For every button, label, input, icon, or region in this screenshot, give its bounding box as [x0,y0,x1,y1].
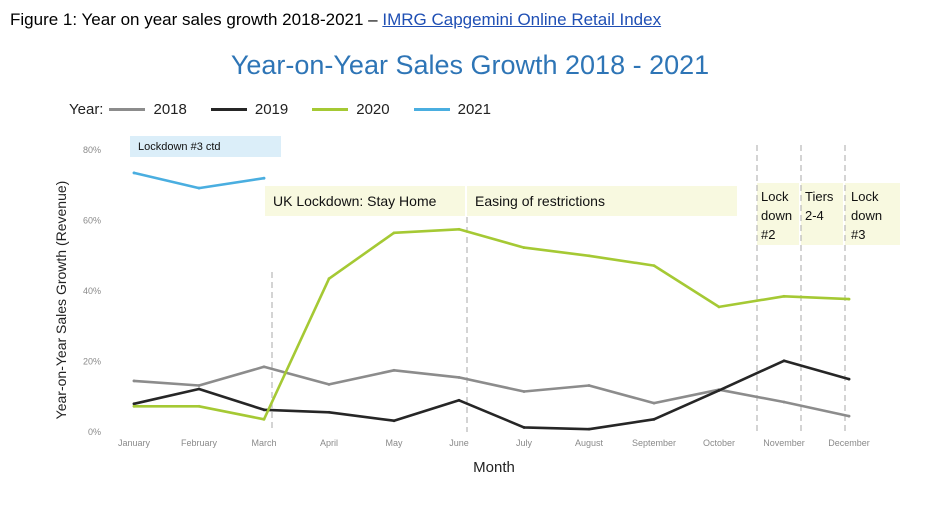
annotation-box-lockdown2 [757,183,799,245]
y-tick-label: 40% [83,286,101,296]
data-point-2018-april [327,383,331,386]
x-tick-label: December [828,438,870,448]
data-point-2018-july [522,390,526,393]
annotation-text-lockdown2: Lock [761,189,789,204]
data-point-2018-june [457,375,461,379]
data-point-2020-september [652,264,656,268]
data-point-2019-december [847,377,851,381]
data-point-2020-october [717,305,721,309]
data-point-2018-may [392,368,396,372]
legend-label-2019: 2019 [254,101,289,118]
legend: Year: 2018 2019 2020 2021 [69,101,515,118]
annotation-text-tiers: 2-4 [805,208,824,223]
x-tick-label: June [449,438,469,448]
legend-item-2018: 2018 [109,101,187,118]
annotation-box-lockdown3-ctd [130,136,281,157]
data-point-2020-november [782,294,786,298]
legend-title: Year: [69,101,104,118]
data-point-2021-march [262,176,266,180]
legend-item-2021: 2021 [413,101,491,118]
data-point-2018-january [132,379,136,383]
annotation-text-uk-lockdown: UK Lockdown: Stay Home [273,193,437,209]
data-point-2019-july [522,426,526,429]
data-point-2019-november [782,359,786,363]
figure-caption: Figure 1: Year on year sales growth 2018… [10,10,661,30]
legend-label-2020: 2020 [356,101,390,118]
y-tick-label: 20% [83,357,101,367]
x-tick-label: February [181,438,218,448]
chart-title: Year-on-Year Sales Growth 2018 - 2021 [230,50,710,80]
series-line-2021 [132,171,266,190]
data-point-2019-october [717,389,721,392]
y-tick-label: 80% [83,145,101,155]
x-tick-label: March [251,438,276,448]
data-point-2018-february [197,384,201,387]
annotation-box-uk-lockdown [265,186,465,216]
data-point-2020-july [522,246,526,250]
data-point-2018-march [262,365,266,369]
series-line-2019 [132,359,851,431]
data-point-2020-january [132,404,136,408]
annotation-box-lockdown3 [845,183,900,245]
data-point-2018-august [587,384,591,387]
x-tick-label: January [118,438,151,448]
data-point-2018-november [782,400,786,404]
legend-item-2019: 2019 [210,101,289,118]
x-tick-label: November [763,438,805,448]
data-point-2019-june [457,398,461,402]
legend-swatch-2019 [210,108,247,111]
data-point-2020-december [847,297,851,301]
annotation-text-lockdown3: #3 [851,227,865,242]
data-point-2020-june [457,227,461,231]
data-point-2020-may [392,231,396,235]
data-point-2018-september [652,401,656,405]
data-point-2019-april [327,410,331,414]
annotation-text-easing: Easing of restrictions [475,193,605,209]
caption-text: Figure 1: Year on year sales growth 2018… [10,10,383,29]
annotation-box-easing [467,186,737,216]
x-axis-title: Month [473,459,515,476]
data-point-2018-december [847,414,851,418]
x-tick-label: July [516,438,533,448]
data-point-2020-march [262,417,266,421]
legend-label-2021: 2021 [457,101,491,118]
legend-item-2020: 2020 [312,101,390,118]
x-tick-label: October [703,438,735,448]
data-point-2019-february [197,387,201,391]
data-point-2021-february [197,186,201,190]
y-tick-label: 60% [83,216,101,226]
legend-swatch-2020 [312,108,349,111]
data-point-2020-february [197,404,201,408]
y-tick-label: 0% [88,427,101,437]
x-tick-label: August [575,438,604,448]
series-line-2020 [132,228,851,421]
annotation-text-lockdown3: down [851,208,882,223]
data-point-2019-march [262,408,266,412]
series-line-2018 [132,365,851,418]
legend-swatch-2018 [109,108,146,111]
data-point-2019-may [392,419,396,423]
annotation-text-lockdown2: #2 [761,227,775,242]
data-point-2019-september [652,417,656,421]
y-axis-title: Year-on-Year Sales Growth (Revenue) [53,181,69,420]
annotation-text-lockdown2: down [761,208,792,223]
data-point-2021-january [132,171,136,175]
data-point-2020-august [587,254,591,258]
x-tick-label: May [385,438,403,448]
data-point-2020-april [327,277,331,281]
annotation-box-tiers [801,183,843,245]
legend-label-2018: 2018 [153,101,187,118]
annotation-text-lockdown3-ctd: Lockdown #3 ctd [138,141,221,153]
data-point-2019-january [132,402,136,406]
annotation-text-lockdown3: Lock [851,189,879,204]
legend-swatch-2021 [413,108,450,111]
annotation-text-tiers: Tiers [805,189,834,204]
data-point-2019-august [587,427,591,431]
x-tick-label: April [320,438,338,448]
x-tick-label: September [632,438,676,448]
source-link[interactable]: IMRG Capgemini Online Retail Index [382,10,662,29]
